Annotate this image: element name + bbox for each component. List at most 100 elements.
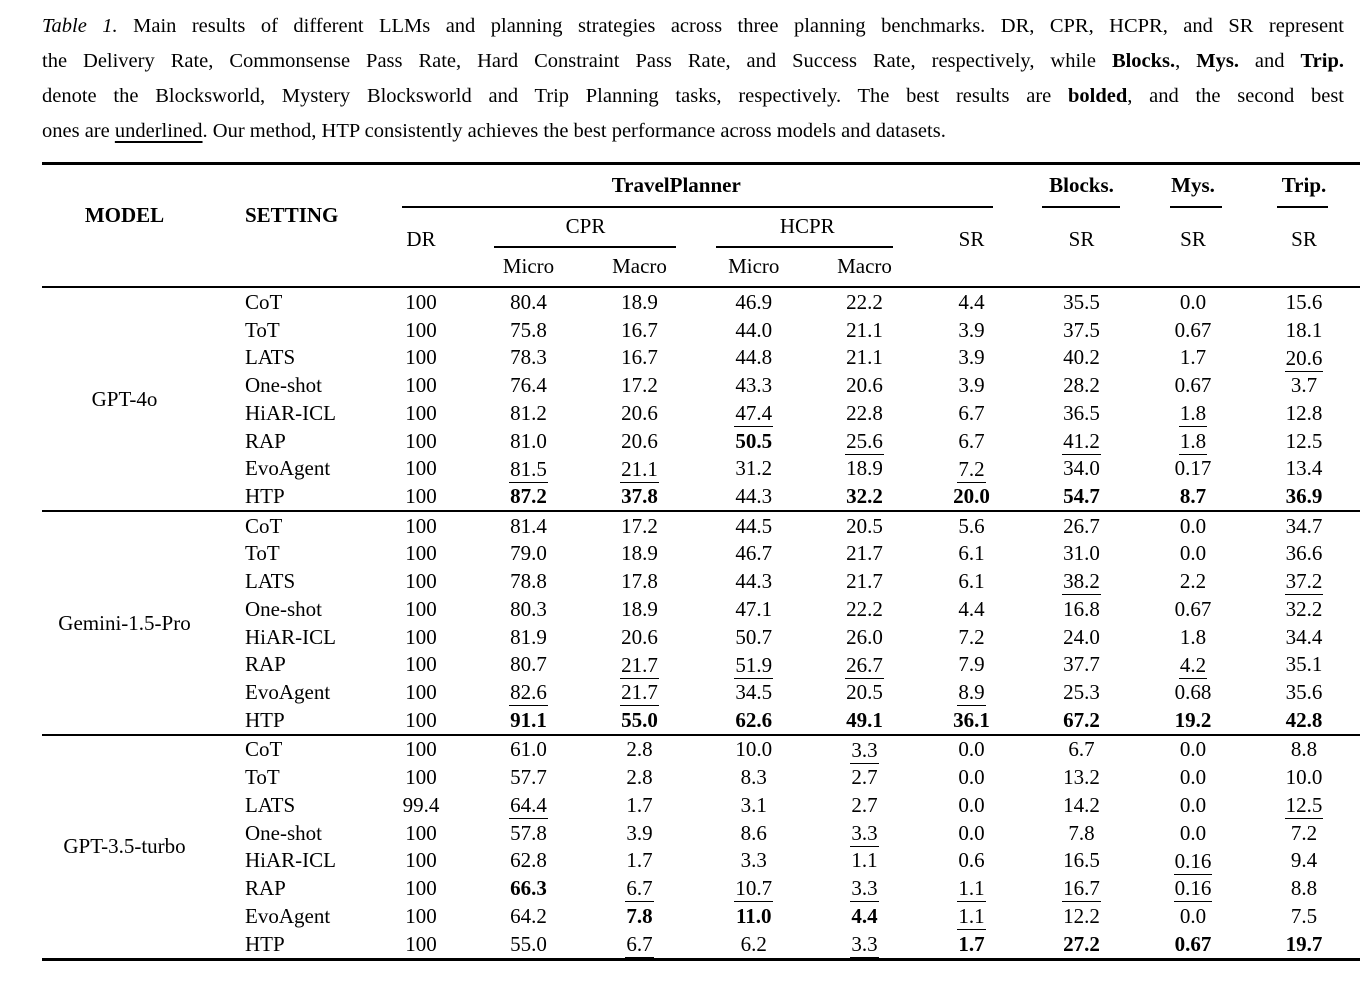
value-text: 0.17 — [1174, 456, 1212, 481]
value-text: 37.2 — [1284, 569, 1324, 596]
value-text: 44.8 — [735, 345, 773, 370]
value-text: 16.8 — [1063, 596, 1100, 621]
value-text: 16.7 — [1062, 876, 1101, 903]
value-cell-mys_sr: 0.0 — [1138, 540, 1248, 568]
value-cell-cpr_macro: 20.6 — [583, 623, 697, 651]
value-cell-hcpr_micro: 3.1 — [697, 791, 812, 819]
value-cell-mys_sr: 0.16 — [1138, 875, 1248, 903]
value-text: 100 — [405, 428, 437, 453]
value-text: 25.3 — [1063, 680, 1100, 705]
value-text: 22.2 — [846, 596, 883, 621]
value-cell-trip_sr: 8.8 — [1248, 875, 1360, 903]
value-cell-dr: 100 — [368, 483, 475, 511]
value-text: 36.1 — [953, 707, 990, 732]
value-cell-cpr_macro: 21.1 — [583, 455, 697, 483]
value-cell-cpr_micro: 78.8 — [475, 568, 583, 596]
value-cell-trip_sr: 3.7 — [1248, 372, 1360, 400]
value-cell-hcpr_micro: 51.9 — [697, 651, 812, 679]
value-cell-sr: 4.4 — [918, 595, 1025, 623]
value-cell-blocks_sr: 14.2 — [1025, 791, 1138, 819]
value-cell-mys_sr: 0.67 — [1138, 595, 1248, 623]
value-text: 10.0 — [735, 737, 773, 762]
value-text: 100 — [405, 400, 437, 425]
caption-line: Table 1. Main results of different LLMs … — [42, 9, 1344, 44]
group-separator-rule — [42, 510, 1360, 513]
value-cell-hcpr_micro: 10.7 — [697, 875, 812, 903]
value-cell-trip_sr: 36.6 — [1248, 540, 1360, 568]
value-text: 100 — [405, 624, 437, 649]
value-cell-mys_sr: 0.17 — [1138, 455, 1248, 483]
value-cell-sr: 0.0 — [918, 764, 1025, 792]
value-cell-blocks_sr: 16.5 — [1025, 847, 1138, 875]
setting-cell: HTP — [245, 931, 285, 956]
header-blocks: Blocks. — [1049, 173, 1114, 197]
setting-cell: One-shot — [245, 373, 322, 398]
value-cell-sr: 3.9 — [918, 372, 1025, 400]
value-cell-trip_sr: 13.4 — [1248, 455, 1360, 483]
value-cell-mys_sr: 1.8 — [1138, 427, 1248, 455]
value-text: 35.1 — [1285, 652, 1323, 677]
value-cell-trip_sr: 36.9 — [1248, 483, 1360, 511]
value-text: 38.2 — [1062, 569, 1101, 596]
caption-text: Main results of different LLMs and plann… — [117, 15, 1344, 37]
value-text: 3.1 — [740, 792, 767, 817]
value-text: 2.8 — [626, 765, 653, 790]
value-text: 64.4 — [509, 793, 548, 820]
value-text: 12.8 — [1285, 400, 1323, 425]
value-cell-dr: 100 — [368, 706, 475, 734]
value-text: 46.7 — [735, 541, 773, 566]
value-cell-hcpr_micro: 46.9 — [697, 288, 812, 316]
value-cell-cpr_macro: 20.6 — [583, 427, 697, 455]
value-text: 3.9 — [626, 820, 653, 845]
value-text: 67.2 — [1063, 707, 1100, 732]
value-text: 3.7 — [1290, 373, 1318, 398]
value-text: 18.9 — [621, 289, 658, 314]
results-table: MODEL SETTING TravelPlanner Blocks. Mys.… — [42, 162, 1360, 962]
value-cell-sr: 6.1 — [918, 568, 1025, 596]
value-text: 3.3 — [850, 876, 879, 903]
value-text: 4.2 — [1178, 652, 1208, 679]
value-cell-cpr_macro: 16.7 — [583, 344, 697, 372]
value-text: 8.7 — [1179, 484, 1207, 509]
value-text: 61.0 — [510, 737, 547, 762]
value-text: 43.3 — [735, 373, 773, 398]
value-text: 0.67 — [1174, 596, 1212, 621]
value-cell-trip_sr: 32.2 — [1248, 595, 1360, 623]
value-cell-cpr_macro: 18.9 — [583, 540, 697, 568]
cmidrule-cpr — [494, 246, 676, 248]
value-text: 100 — [405, 737, 437, 762]
setting-cell: ToT — [245, 317, 280, 342]
value-cell-blocks_sr: 16.7 — [1025, 875, 1138, 903]
header-bottom-rule — [42, 286, 1360, 289]
value-text: 21.1 — [620, 456, 659, 483]
value-cell-dr: 100 — [368, 372, 475, 400]
value-cell-hcpr_micro: 44.8 — [697, 344, 812, 372]
value-cell-blocks_sr: 31.0 — [1025, 540, 1138, 568]
value-cell-dr: 100 — [368, 288, 475, 316]
value-cell-blocks_sr: 27.2 — [1025, 930, 1138, 958]
value-text: 1.7 — [626, 792, 653, 817]
table-caption: Table 1. Main results of different LLMs … — [42, 9, 1344, 149]
value-text: 8.9 — [957, 680, 986, 707]
setting-cell: LATS — [245, 345, 296, 370]
value-cell-hcpr_macro: 2.7 — [811, 764, 918, 792]
value-cell-cpr_macro: 1.7 — [583, 791, 697, 819]
value-cell-cpr_micro: 81.2 — [475, 399, 583, 427]
header-travelplanner: TravelPlanner — [611, 173, 741, 197]
value-cell-sr: 1.1 — [918, 902, 1025, 931]
value-cell-hcpr_macro: 20.5 — [811, 512, 918, 540]
value-text: 62.8 — [510, 848, 547, 873]
value-text: 7.2 — [958, 624, 985, 649]
value-text: 0.0 — [958, 765, 985, 790]
value-text: 0.0 — [1179, 792, 1207, 817]
value-text: 1.1 — [957, 904, 986, 931]
value-text: 2.7 — [851, 765, 878, 790]
value-cell-hcpr_micro: 47.4 — [697, 399, 812, 428]
value-cell-dr: 100 — [368, 344, 475, 372]
value-text: 7.8 — [626, 903, 653, 928]
value-cell-cpr_macro: 21.7 — [583, 651, 697, 679]
value-text: 100 — [405, 765, 437, 790]
value-cell-hcpr_micro: 62.6 — [697, 706, 812, 734]
value-text: 20.6 — [621, 624, 658, 649]
value-cell-blocks_sr: 25.3 — [1025, 679, 1138, 707]
